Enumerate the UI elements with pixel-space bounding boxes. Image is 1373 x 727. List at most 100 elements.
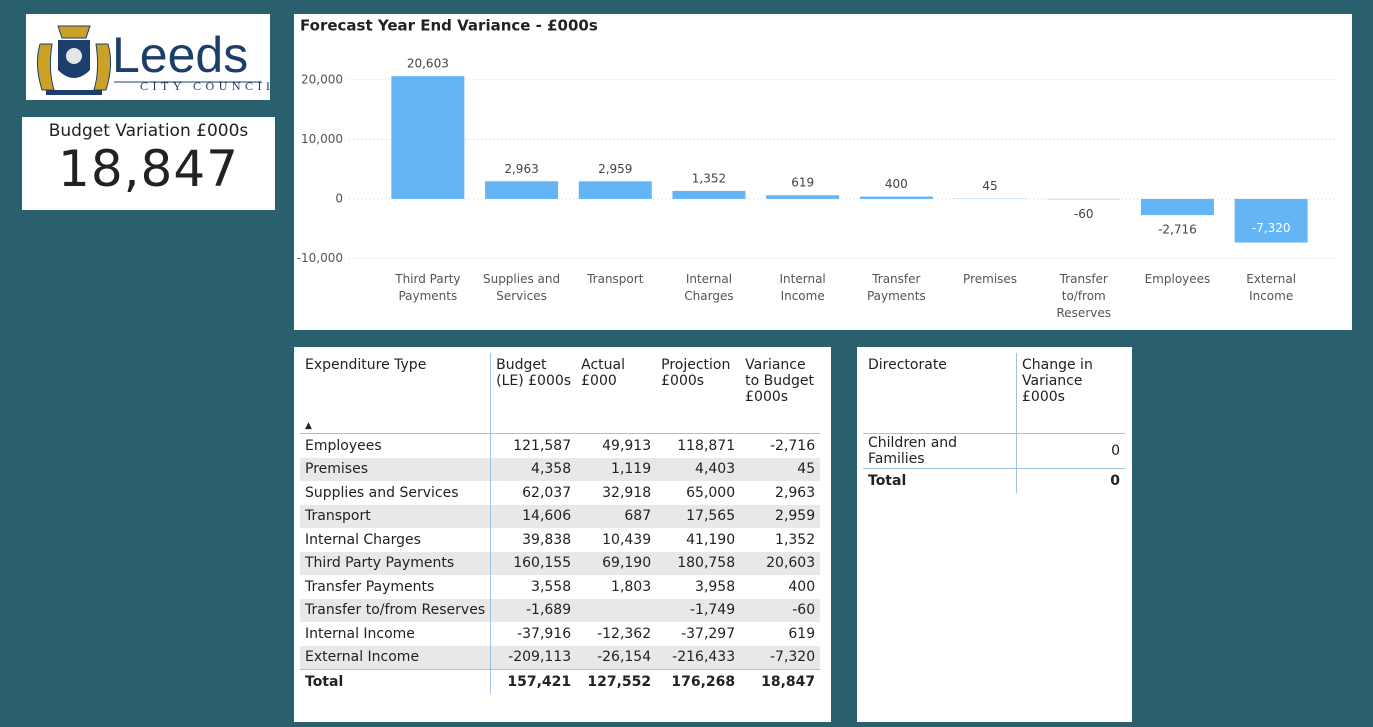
chart-title: Forecast Year End Variance - £000s bbox=[300, 17, 598, 35]
table-cell: 10,439 bbox=[602, 531, 652, 548]
table-cell: Supplies and Services bbox=[300, 481, 492, 505]
table-cell: 62,037 bbox=[522, 484, 572, 501]
sort-icon: ▲ bbox=[305, 421, 312, 431]
value-label: -7,320 bbox=[1252, 221, 1291, 235]
table-cell: Transfer to/from Reserves bbox=[300, 598, 492, 622]
table-cell: 3,958 bbox=[695, 578, 736, 595]
table-cell: -60 bbox=[740, 598, 821, 622]
table-cell: 45 bbox=[740, 457, 821, 481]
x-tick-label: Employees bbox=[1144, 272, 1211, 286]
table-cell: 1,119 bbox=[576, 457, 657, 481]
table-cell: 0 bbox=[1016, 468, 1125, 493]
y-tick-label: 0 bbox=[335, 191, 343, 205]
table-cell: 176,268 bbox=[656, 669, 741, 694]
value-label: 45 bbox=[982, 179, 997, 193]
value-label: 20,603 bbox=[407, 57, 449, 71]
table-cell: 0 bbox=[1111, 443, 1120, 459]
value-label: -60 bbox=[1074, 207, 1094, 221]
table-row: External Income -209,113 -26,154 -216,433 -7… bbox=[300, 645, 821, 670]
table: Expenditure Type ▲ Budget (LE) £000s Actual… bbox=[300, 353, 821, 694]
table-cell: Transfer Payments bbox=[300, 575, 492, 599]
value-label: -2,716 bbox=[1158, 223, 1197, 237]
column-header: Budget (LE) £000s bbox=[490, 353, 577, 434]
table-cell: Total bbox=[300, 669, 492, 694]
bar bbox=[485, 181, 559, 199]
table-cell: Children and Families bbox=[863, 433, 1017, 469]
table-cell: Internal Income bbox=[300, 622, 492, 646]
logo-subtitle: CITY COUNCIL bbox=[140, 79, 270, 93]
table-row: Supplies and Services 62,037 32,918 65,000 2… bbox=[300, 481, 820, 505]
table-cell: 160,155 bbox=[490, 551, 577, 575]
column-header: Projection £000s bbox=[656, 353, 741, 434]
column-header: Directorate bbox=[863, 353, 1017, 434]
table-cell: -2,716 bbox=[769, 437, 816, 454]
table-cell: Total bbox=[863, 468, 1017, 493]
y-tick-label: 10,000 bbox=[301, 132, 343, 146]
kpi-title: Budget Variation £000s bbox=[48, 121, 249, 141]
table-row: Employees 121,587 49,913 118,871 -2,716 bbox=[300, 433, 820, 458]
table-cell: -26,154 bbox=[576, 645, 657, 670]
header-row: Directorate Change in Variance £000s bbox=[863, 353, 1125, 434]
table-cell: 180,758 bbox=[656, 551, 741, 575]
table-cell: 4,358 bbox=[490, 457, 577, 481]
table-cell: 49,913 bbox=[602, 437, 652, 454]
table-cell: 65,000 bbox=[686, 484, 736, 501]
total-row: Total 157,421 127,552 176,268 18,847 bbox=[300, 669, 821, 694]
table-cell: 121,587 bbox=[513, 437, 572, 454]
directorate-table: Directorate Change in Variance £000s Child… bbox=[857, 347, 1132, 722]
table-cell: 3,558 bbox=[531, 578, 572, 595]
header-row: Expenditure Type ▲ Budget (LE) £000s Actual… bbox=[300, 353, 821, 434]
column-header: Variance to Budget £000s bbox=[740, 353, 821, 434]
table-cell: -12,362 bbox=[597, 625, 652, 642]
logo-name: Leeds bbox=[112, 27, 248, 83]
table-row: Children and Families 0 bbox=[863, 433, 1125, 469]
table-cell: 14,606 bbox=[490, 504, 577, 528]
table-cell: -7,320 bbox=[740, 645, 821, 670]
logo-graphic: Leeds CITY COUNCIL bbox=[36, 25, 273, 95]
table-cell: External Income bbox=[300, 645, 492, 670]
table-cell: Employees bbox=[300, 433, 492, 458]
bar bbox=[859, 196, 933, 199]
bar bbox=[672, 190, 746, 199]
logo: Leeds CITY COUNCIL bbox=[26, 14, 273, 100]
x-tick-label: Internal Charges bbox=[684, 272, 734, 303]
table-cell: -209,113 bbox=[490, 645, 577, 670]
bar bbox=[578, 181, 652, 199]
table-cell: Premises bbox=[300, 457, 492, 481]
table-row: Transfer to/from Reserves -1,689 -1,749 -60 bbox=[300, 598, 821, 622]
table-cell: 32,918 bbox=[602, 484, 652, 501]
table-cell: -37,297 bbox=[681, 625, 736, 642]
table-row: Internal Charges 39,838 10,439 41,190 1,352 bbox=[300, 528, 820, 552]
table-cell: Internal Charges bbox=[300, 528, 492, 552]
value-label: 1,352 bbox=[692, 171, 726, 185]
kpi-card: Budget Variation £000s 18,847 bbox=[22, 117, 275, 210]
x-tick-label: Transfer Payments bbox=[866, 272, 926, 303]
kpi-value: 18,847 bbox=[58, 140, 239, 198]
table-row: Internal Income -37,916 -12,362 -37,297 619 bbox=[300, 622, 820, 646]
value-label: 619 bbox=[791, 176, 814, 190]
table-cell: 41,190 bbox=[686, 531, 736, 548]
table-cell: -1,749 bbox=[656, 598, 741, 622]
table-cell: 1,352 bbox=[775, 531, 816, 548]
table-cell: 20,603 bbox=[740, 551, 821, 575]
table-cell: 18,847 bbox=[740, 669, 821, 694]
table-cell: 2,959 bbox=[740, 504, 821, 528]
table-row: Transfer Payments 3,558 1,803 3,958 400 bbox=[300, 575, 820, 599]
x-tick-label: Internal Income bbox=[779, 272, 826, 303]
x-tick-label: Transport bbox=[587, 272, 644, 286]
value-label: 2,963 bbox=[504, 162, 538, 176]
table-cell bbox=[576, 598, 657, 622]
crest bbox=[36, 25, 112, 95]
value-label: 2,959 bbox=[598, 162, 632, 176]
bar bbox=[766, 195, 840, 199]
y-tick-label: 20,000 bbox=[301, 72, 343, 86]
x-tick-label: Supplies and Services bbox=[482, 272, 561, 303]
column-header: Change in Variance £000s bbox=[1016, 353, 1125, 434]
table-cell: 4,403 bbox=[656, 457, 741, 481]
chart-panel: Forecast Year End Variance - £000s -10,0… bbox=[294, 14, 1352, 330]
bar bbox=[391, 76, 465, 199]
table-cell: -216,433 bbox=[656, 645, 741, 670]
x-tick-label: Transfer to/from Reserves bbox=[1056, 272, 1112, 320]
chart: Forecast Year End Variance - £000s -10,0… bbox=[297, 17, 1334, 265]
